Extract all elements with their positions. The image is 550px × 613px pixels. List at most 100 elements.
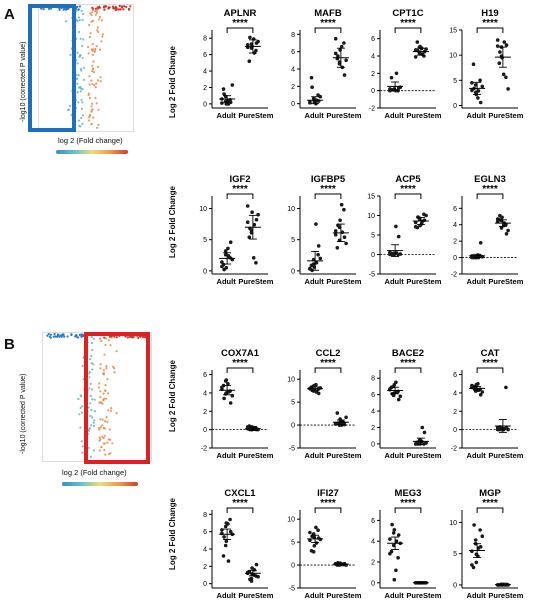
volcano-point — [78, 19, 81, 22]
data-point — [254, 261, 258, 265]
y-tick-label: 10 — [287, 206, 295, 213]
volcano-point — [109, 438, 112, 441]
x-tick-label: PureStem — [406, 591, 441, 600]
volcano-point — [99, 76, 102, 79]
volcano-point — [76, 82, 79, 85]
volcano-point — [90, 388, 93, 391]
volcano-point — [90, 105, 93, 108]
significance-stars: **** — [320, 498, 336, 509]
data-point — [391, 252, 396, 257]
volcano-point — [100, 40, 103, 43]
volcano-point — [118, 5, 121, 8]
significance-bracket — [476, 367, 504, 373]
volcano-point — [104, 337, 108, 340]
data-point — [396, 234, 401, 239]
data-point — [506, 87, 510, 91]
data-point — [476, 89, 481, 93]
dot-plot-igfbp5: IGFBP5 0 5 10 Adult PureStem **** — [287, 174, 362, 286]
panel-label-b: B — [4, 336, 15, 353]
plot-title: CCL2 — [316, 348, 341, 359]
y-tick-label: 4 — [371, 54, 375, 61]
volcano-point — [42, 8, 45, 11]
data-point — [392, 528, 397, 532]
x-tick-label: PureStem — [326, 591, 361, 600]
volcano-point — [113, 7, 116, 10]
volcano-point — [91, 102, 94, 105]
volcano-point — [102, 437, 105, 440]
y-tick-label: 0 — [453, 427, 457, 434]
volcano-point — [81, 445, 84, 448]
data-point — [390, 522, 394, 527]
volcano-point — [89, 402, 92, 405]
data-point — [417, 51, 422, 56]
plot-title: H19 — [481, 8, 498, 19]
x-tick-label: PureStem — [406, 111, 441, 120]
y-tick-label: 6 — [371, 518, 375, 525]
volcano-point — [80, 107, 83, 110]
volcano-point — [111, 442, 114, 445]
data-point — [424, 47, 428, 51]
x-tick-label: PureStem — [406, 277, 441, 286]
volcano-point — [75, 334, 78, 337]
dot-plot-meg3: MEG3 0 2 4 6 Adult PureStem **** — [371, 488, 442, 600]
volcano-point — [70, 333, 73, 337]
data-point — [311, 96, 316, 101]
data-point — [504, 232, 509, 236]
data-point — [311, 550, 316, 554]
data-point — [388, 537, 392, 541]
dot-plot-cxcl1: CXCL1 0 2 4 6 8 Adult PureStem **** — [203, 488, 274, 600]
x-tick-label: PureStem — [488, 111, 523, 120]
data-point — [314, 261, 319, 265]
volcano-point — [89, 358, 92, 361]
volcano-point — [87, 406, 90, 409]
significance-stars: **** — [400, 184, 416, 195]
data-point — [424, 213, 428, 218]
volcano-point — [91, 368, 94, 371]
data-point — [316, 252, 320, 257]
volcano-point — [99, 337, 102, 340]
volcano-point — [104, 384, 107, 387]
volcano-point — [104, 420, 107, 423]
y-tick-label: 4 — [453, 222, 457, 229]
volcano-point — [80, 69, 83, 72]
data-point — [391, 531, 396, 535]
y-tick-label: 5 — [291, 540, 295, 547]
volcano-point — [49, 336, 52, 339]
volcano-point — [137, 336, 140, 340]
y-tick-label: 6 — [371, 36, 375, 43]
data-point — [230, 393, 235, 398]
significance-stars: **** — [320, 18, 336, 29]
significance-stars: **** — [482, 184, 498, 195]
data-point — [495, 426, 500, 430]
x-tick-label: PureStem — [238, 277, 273, 286]
volcano-point — [94, 7, 97, 10]
volcano-point — [92, 337, 96, 340]
volcano-point — [90, 79, 93, 82]
volcano-point — [95, 82, 98, 85]
plot-title: MEG3 — [395, 488, 422, 499]
volcano-point — [88, 370, 91, 374]
data-point — [422, 430, 427, 435]
volcano-point — [77, 30, 80, 34]
volcano-point — [80, 98, 83, 101]
significance-stars: **** — [400, 498, 416, 509]
x-tick-label: Adult — [305, 591, 325, 600]
y-tick-label: 10 — [287, 517, 295, 524]
volcano-point — [64, 20, 68, 23]
significance-stars: **** — [400, 358, 416, 369]
volcano-point — [77, 336, 80, 339]
data-point — [413, 225, 418, 229]
data-point — [226, 246, 230, 251]
significance-bracket — [314, 27, 342, 33]
x-tick-label: Adult — [305, 451, 325, 460]
volcano-point — [77, 16, 81, 19]
volcano-point — [92, 363, 95, 366]
highlight-box-upregulated — [84, 332, 150, 464]
volcano-point — [78, 333, 81, 336]
data-point — [220, 264, 224, 269]
x-tick-label: Adult — [217, 451, 237, 460]
data-point — [342, 207, 346, 212]
data-point — [413, 55, 418, 59]
volcano-point — [88, 83, 91, 86]
volcano-point — [108, 6, 111, 9]
